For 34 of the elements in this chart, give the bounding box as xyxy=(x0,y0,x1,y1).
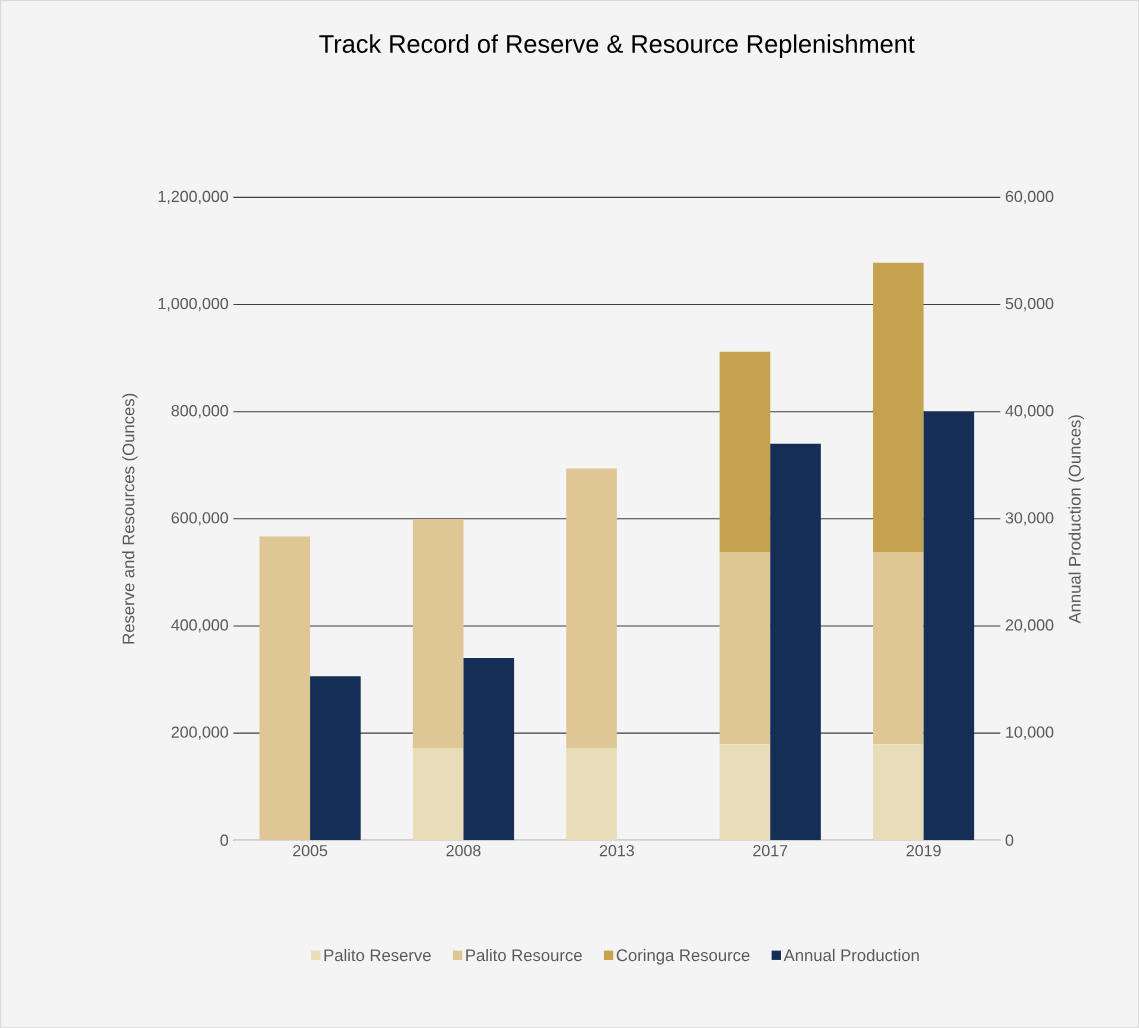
y-tick-label: 1,200,000 xyxy=(158,190,229,204)
x-tick-label: 2019 xyxy=(906,844,941,857)
x-tick-label: 2017 xyxy=(753,844,788,857)
y-tick-label: 200,000 xyxy=(171,726,229,740)
y2-tick-label: 0 xyxy=(1005,834,1014,846)
legend-label: Annual Production xyxy=(783,948,919,962)
chart-title: Track Record of Reserve & Resource Replenishment xyxy=(319,34,915,58)
bar xyxy=(872,262,924,553)
y-tick-label: 800,000 xyxy=(171,404,229,419)
y2-tick-label: 20,000 xyxy=(1005,619,1054,633)
bar xyxy=(719,744,771,841)
y-tick-label: 1,000,000 xyxy=(158,297,229,311)
y-tick-label: 600,000 xyxy=(171,512,229,526)
bar xyxy=(770,443,821,841)
y-axis-title: Reserve and Resources (Ounces) xyxy=(122,393,138,644)
y2-tick-label: 50,000 xyxy=(1005,297,1054,311)
legend-label: Palito Resource xyxy=(466,948,582,962)
y2-tick-label: 30,000 xyxy=(1005,512,1054,526)
bar xyxy=(566,747,617,841)
y2-tick-label: 60,000 xyxy=(1005,190,1054,204)
legend-label: Palito Reserve xyxy=(324,948,431,962)
bar xyxy=(412,519,464,748)
bar xyxy=(923,411,975,841)
bar xyxy=(566,468,617,748)
y-tick-label: 0 xyxy=(220,834,229,846)
legend-label: Coringa Resource xyxy=(616,948,750,965)
bar xyxy=(872,744,924,841)
y-tick-label: 400,000 xyxy=(171,619,229,633)
y2-tick-label: 10,000 xyxy=(1006,726,1054,740)
x-tick-label: 2005 xyxy=(293,844,328,857)
y2-axis-title: Annual Production (Ounces) xyxy=(1068,415,1084,624)
x-tick-label: 2013 xyxy=(599,844,634,857)
x-tick-label: 2008 xyxy=(446,844,481,857)
y2-tick-label: 40,000 xyxy=(1005,404,1054,419)
